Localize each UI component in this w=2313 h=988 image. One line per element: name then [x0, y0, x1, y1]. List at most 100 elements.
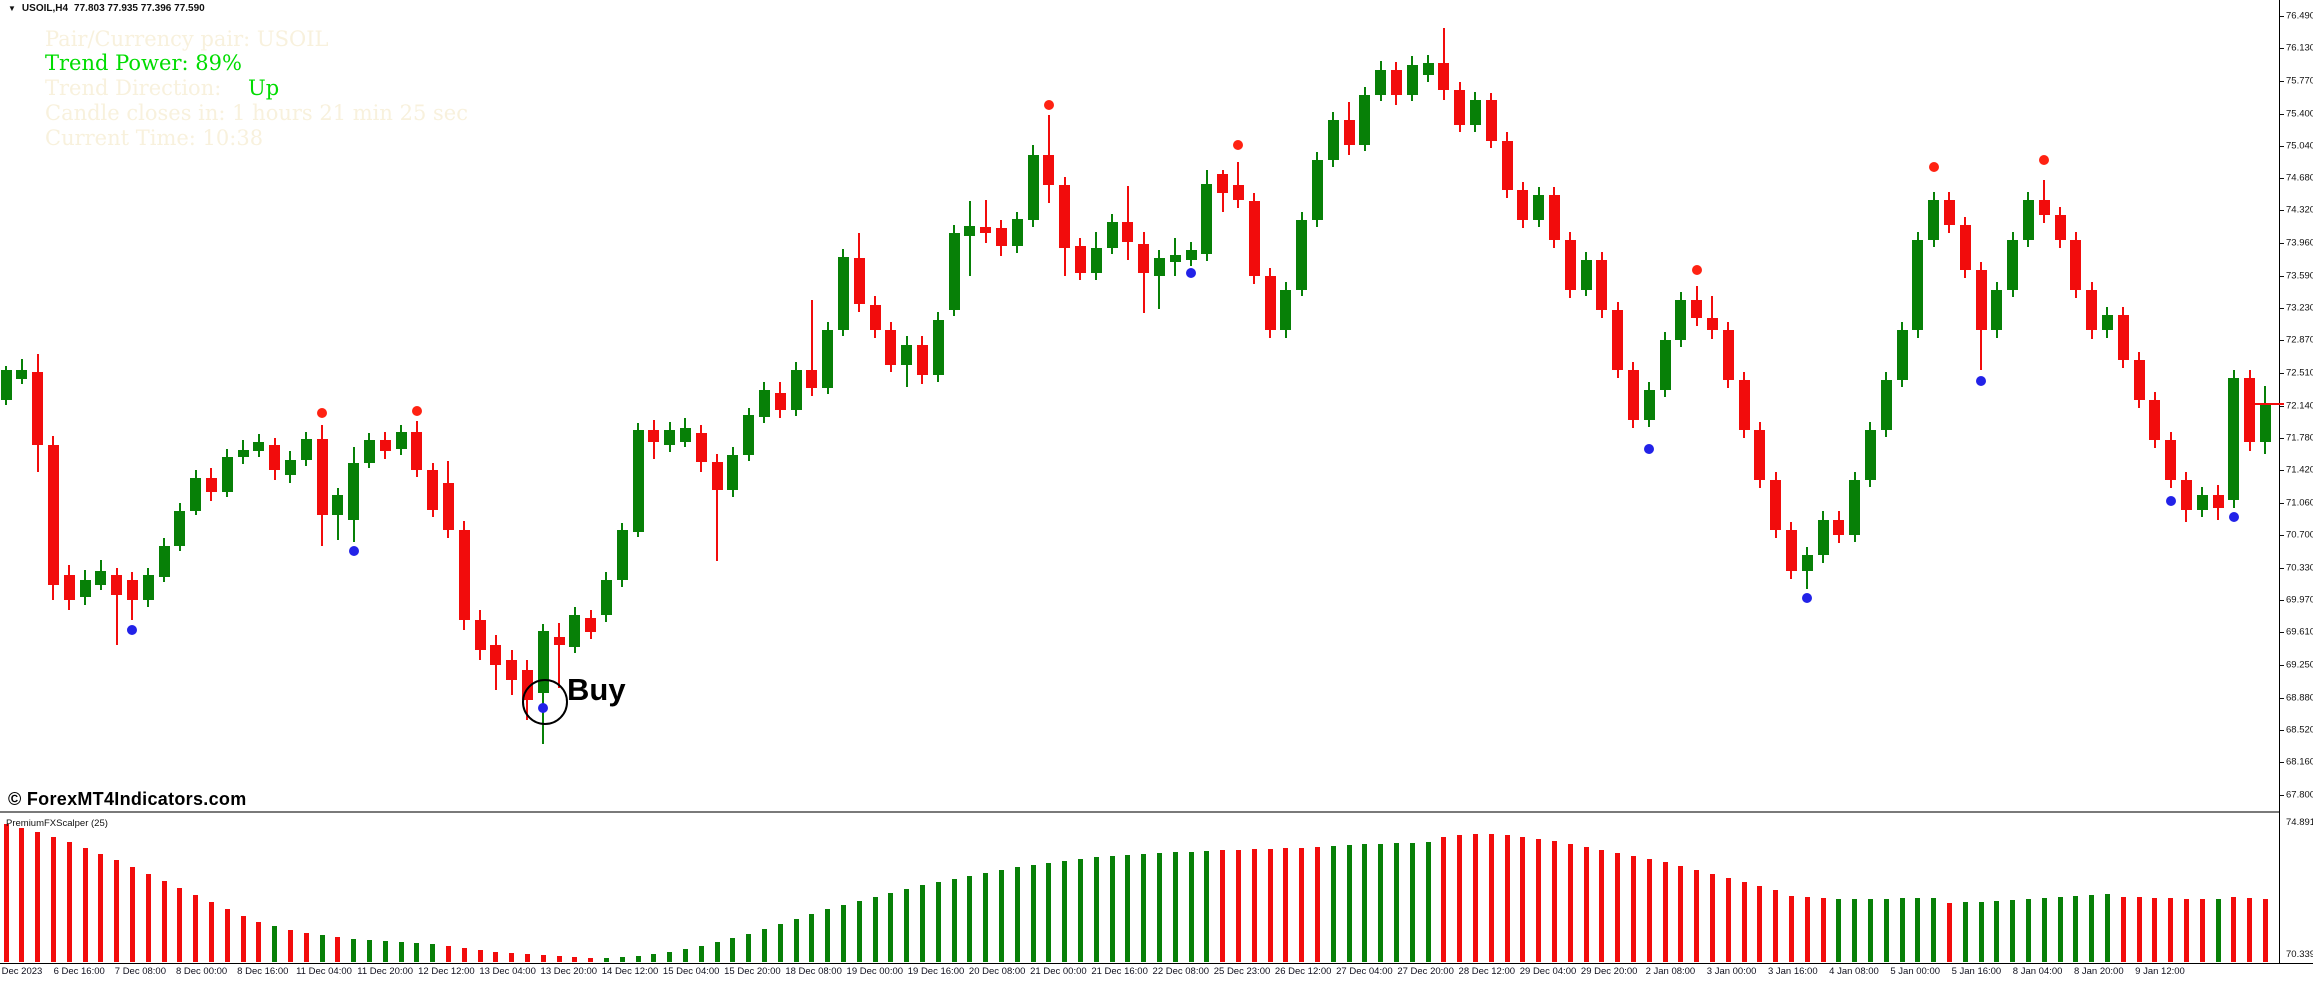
- overlay-current-time-line: Current Time: 10:38: [45, 126, 264, 150]
- candle-body: [32, 371, 44, 446]
- histogram-bar: [2215, 899, 2221, 962]
- price-axis-label: 72.140: [2286, 400, 2313, 412]
- candle-body: [221, 456, 233, 492]
- chart-collapse-caret-icon[interactable]: ▼: [8, 4, 16, 13]
- indicator-panel-separator[interactable]: [0, 811, 2279, 813]
- trend-direction-label: Trend Direction:: [45, 76, 248, 100]
- time-axis-label: 29 Dec 04:00: [1519, 966, 1577, 977]
- histogram-bar: [714, 942, 720, 962]
- time-axis-label: 26 Dec 12:00: [1274, 966, 1332, 977]
- histogram-bar: [651, 954, 657, 962]
- histogram-bar: [161, 881, 167, 962]
- price-axis-label: 70.330: [2286, 562, 2313, 574]
- candle-body: [1501, 140, 1513, 190]
- histogram-bar: [1346, 845, 1352, 962]
- time-axis-label: 3 Jan 16:00: [1767, 966, 1818, 977]
- candle-body: [379, 439, 391, 452]
- candle-body: [1422, 62, 1434, 76]
- candle-body: [1406, 65, 1418, 95]
- price-axis-label: 74.680: [2286, 172, 2313, 184]
- candle-body: [2054, 214, 2066, 240]
- histogram-bar: [919, 885, 925, 962]
- price-axis-tick: [2279, 145, 2284, 147]
- time-axis-label: 21 Dec 00:00: [1030, 966, 1087, 977]
- candle-body: [2212, 495, 2224, 508]
- candle-body: [948, 232, 960, 310]
- price-axis-label: 72.510: [2286, 367, 2313, 379]
- price-axis-tick: [2279, 697, 2284, 699]
- candle-wick: [1158, 249, 1161, 309]
- histogram-bar: [1741, 882, 1747, 962]
- current-price-line: [2246, 402, 2284, 405]
- candle-body: [2259, 403, 2271, 443]
- candle-body: [853, 257, 865, 305]
- histogram-bar: [619, 957, 625, 962]
- histogram-bar: [240, 916, 246, 962]
- ohlc-values: 77.803 77.935 77.396 77.590: [74, 3, 205, 14]
- histogram-bar: [572, 957, 578, 962]
- candle-body: [901, 344, 913, 365]
- buy-signal-circle: [522, 679, 568, 725]
- histogram-bar: [1362, 844, 1368, 962]
- histogram-bar: [1662, 862, 1668, 962]
- candle-body: [585, 618, 597, 632]
- time-axis-label: 4 Jan 08:00: [1829, 966, 1879, 977]
- candle-body: [1217, 173, 1229, 193]
- candle-body: [837, 257, 849, 331]
- candle-body: [1991, 290, 2003, 331]
- candle-body: [1327, 119, 1339, 161]
- histogram-bar: [1251, 849, 1257, 962]
- candle-wick: [1237, 162, 1240, 208]
- price-axis-tick: [2279, 632, 2284, 634]
- histogram-bar: [888, 893, 894, 962]
- candle-body: [1912, 240, 1924, 331]
- buy-signal-dot: [2165, 495, 2176, 506]
- indicator-max-value: 74.891: [2286, 817, 2313, 828]
- histogram-bar: [366, 940, 372, 962]
- time-axis-label: 29 Dec 20:00: [1580, 966, 1638, 977]
- candle-body: [1106, 222, 1118, 249]
- histogram-bar: [19, 828, 25, 962]
- time-axis-label: 6 Dec 16:00: [53, 966, 105, 977]
- histogram-bar: [840, 905, 846, 962]
- candle-body: [0, 369, 12, 401]
- histogram-bar: [667, 952, 673, 962]
- histogram-bar: [2089, 895, 2095, 962]
- candle-body: [2070, 240, 2082, 291]
- candle-body: [111, 575, 123, 595]
- histogram-bar: [872, 897, 878, 962]
- histogram-bar: [1962, 902, 1968, 962]
- histogram-bar: [256, 922, 262, 962]
- time-axis-label: 6 Dec 2023: [0, 966, 43, 977]
- candle-body: [1232, 185, 1244, 200]
- price-axis-label: 71.060: [2286, 497, 2313, 509]
- candle-body: [553, 636, 565, 645]
- histogram-bar: [2010, 900, 2016, 962]
- histogram-bar: [1046, 863, 1052, 962]
- histogram-bar: [1630, 856, 1636, 962]
- candle-body: [1785, 530, 1797, 571]
- candle-body: [758, 389, 770, 417]
- price-axis-tick: [2279, 567, 2284, 569]
- candle-body: [47, 445, 59, 585]
- time-axis-label: 8 Dec 16:00: [237, 966, 289, 977]
- time-axis-label: 27 Dec 04:00: [1336, 966, 1393, 977]
- histogram-bar: [935, 882, 941, 962]
- candle-body: [2038, 199, 2050, 215]
- price-axis-tick: [2279, 275, 2284, 277]
- histogram-bar: [556, 956, 562, 962]
- histogram-bar: [193, 895, 199, 962]
- time-axis-label: 8 Dec 00:00: [175, 966, 228, 977]
- histogram-bar: [1820, 898, 1826, 962]
- candle-body: [1564, 240, 1576, 291]
- histogram-bar: [730, 938, 736, 962]
- price-axis-label: 71.780: [2286, 432, 2313, 444]
- histogram-bar: [1125, 855, 1131, 962]
- candle-body: [1296, 220, 1308, 291]
- histogram-bar: [1773, 890, 1779, 962]
- candle-body: [695, 432, 707, 463]
- candle-body: [1738, 379, 1750, 430]
- candle-body: [1359, 94, 1371, 146]
- histogram-bar: [1615, 853, 1621, 962]
